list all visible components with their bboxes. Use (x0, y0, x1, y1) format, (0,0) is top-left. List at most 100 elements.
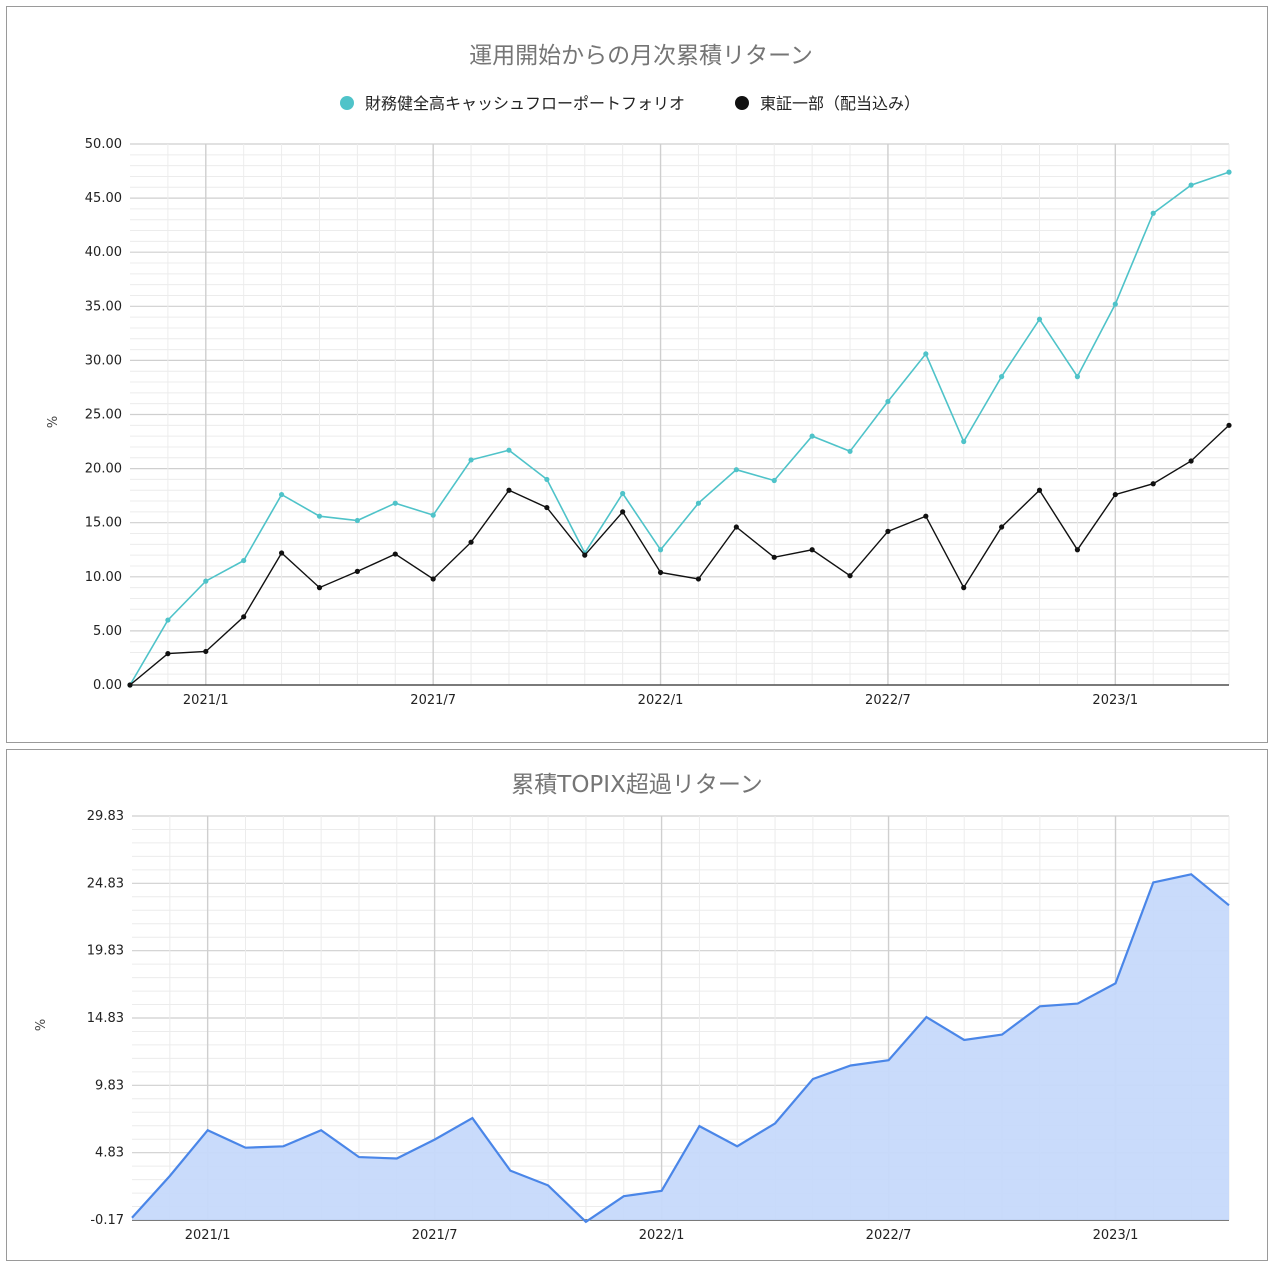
data-point[interactable] (1112, 979, 1120, 987)
series-layer (127, 169, 1232, 688)
data-point[interactable] (733, 467, 739, 473)
data-point[interactable] (316, 585, 323, 591)
data-point[interactable] (1036, 487, 1043, 493)
data-point[interactable] (506, 1167, 514, 1175)
data-point[interactable] (733, 524, 739, 530)
chart-title: 運用開始からの月次累積リターン (469, 43, 813, 69)
data-point[interactable] (430, 512, 436, 518)
data-point[interactable] (127, 682, 133, 688)
data-point[interactable] (922, 1013, 930, 1021)
x-tick-label: 2021/7 (410, 693, 456, 708)
data-point[interactable] (392, 551, 398, 557)
data-point[interactable] (165, 617, 171, 623)
data-point[interactable] (468, 539, 474, 545)
y-tick-label: 24.83 (87, 876, 124, 891)
data-point[interactable] (657, 569, 664, 576)
data-point[interactable] (355, 1153, 363, 1161)
data-point[interactable] (1226, 169, 1232, 175)
data-point[interactable] (1074, 1000, 1082, 1008)
data-point[interactable] (203, 578, 209, 584)
data-point[interactable] (468, 1114, 476, 1122)
data-point[interactable] (885, 1056, 893, 1064)
data-point[interactable] (1149, 878, 1157, 886)
data-point[interactable] (771, 1119, 779, 1127)
data-point[interactable] (961, 585, 967, 591)
data-point[interactable] (241, 614, 247, 620)
data-point[interactable] (923, 351, 929, 357)
data-point[interactable] (771, 477, 777, 484)
data-point[interactable] (695, 1122, 703, 1130)
data-point[interactable] (582, 552, 588, 558)
data-point[interactable] (241, 1144, 249, 1152)
data-point[interactable] (1074, 547, 1081, 553)
data-point[interactable] (544, 504, 550, 511)
data-point[interactable] (1112, 301, 1118, 307)
data-point[interactable] (1074, 374, 1081, 380)
data-point[interactable] (1225, 901, 1233, 909)
data-point[interactable] (392, 500, 398, 506)
data-point[interactable] (1188, 458, 1194, 464)
data-point[interactable] (393, 1154, 401, 1162)
data-point[interactable] (961, 438, 967, 445)
data-point[interactable] (544, 1181, 552, 1189)
data-point[interactable] (278, 550, 285, 556)
data-point[interactable] (923, 513, 929, 519)
data-point[interactable] (809, 547, 815, 553)
data-point[interactable] (241, 557, 247, 564)
data-point[interactable] (203, 648, 209, 655)
y-tick-label: 29.83 (87, 809, 124, 824)
data-point[interactable] (1036, 1002, 1044, 1010)
data-point[interactable] (657, 547, 664, 553)
data-point[interactable] (165, 651, 171, 657)
data-point[interactable] (960, 1036, 968, 1044)
series-line (131, 873, 1230, 1224)
data-point[interactable] (847, 448, 853, 454)
data-point[interactable] (128, 1214, 136, 1222)
data-point[interactable] (544, 476, 550, 483)
data-point[interactable] (1226, 422, 1232, 428)
data-point[interactable] (733, 1142, 741, 1150)
data-point[interactable] (999, 524, 1005, 530)
data-point[interactable] (620, 1192, 628, 1200)
data-point[interactable] (809, 1075, 817, 1083)
data-point[interactable] (278, 491, 285, 498)
data-point[interactable] (847, 1062, 855, 1070)
data-point[interactable] (809, 433, 815, 439)
data-point[interactable] (998, 1031, 1006, 1039)
series-area (132, 874, 1229, 1222)
y-tick-label: 0.00 (93, 678, 122, 693)
data-point[interactable] (695, 500, 702, 506)
data-point[interactable] (1150, 481, 1156, 487)
data-point[interactable] (582, 1218, 590, 1226)
data-point[interactable] (771, 554, 777, 560)
data-point[interactable] (279, 1142, 287, 1150)
data-point[interactable] (885, 528, 891, 534)
x-tick-label: 2023/1 (1092, 693, 1138, 708)
data-point[interactable] (1188, 182, 1194, 188)
data-point[interactable] (885, 398, 891, 405)
data-point[interactable] (468, 457, 474, 463)
data-point[interactable] (658, 1187, 666, 1195)
data-point[interactable] (204, 1126, 212, 1134)
y-tick-labels: 29.83 24.83 19.83 14.83 9.83 4.83 -0.17 (87, 809, 124, 1228)
data-point[interactable] (695, 576, 702, 582)
data-point[interactable] (166, 1172, 174, 1180)
series-layer (128, 870, 1233, 1226)
cumulative-return-chart-panel: 運用開始からの月次累積リターン 財務健全高キャッシュフローポートフォリオ 東証一… (6, 6, 1268, 743)
data-point[interactable] (620, 509, 626, 515)
data-point[interactable] (430, 576, 436, 582)
data-point[interactable] (1036, 316, 1043, 322)
data-point[interactable] (506, 487, 512, 493)
data-point[interactable] (354, 517, 360, 524)
data-point[interactable] (1112, 491, 1118, 498)
data-point[interactable] (847, 573, 853, 579)
data-point[interactable] (1187, 870, 1195, 878)
data-point[interactable] (999, 374, 1005, 380)
data-point[interactable] (620, 490, 626, 497)
data-point[interactable] (1150, 210, 1156, 216)
data-point[interactable] (506, 447, 512, 453)
data-point[interactable] (316, 513, 323, 519)
data-point[interactable] (431, 1136, 439, 1144)
data-point[interactable] (354, 568, 360, 574)
data-point[interactable] (317, 1126, 325, 1134)
